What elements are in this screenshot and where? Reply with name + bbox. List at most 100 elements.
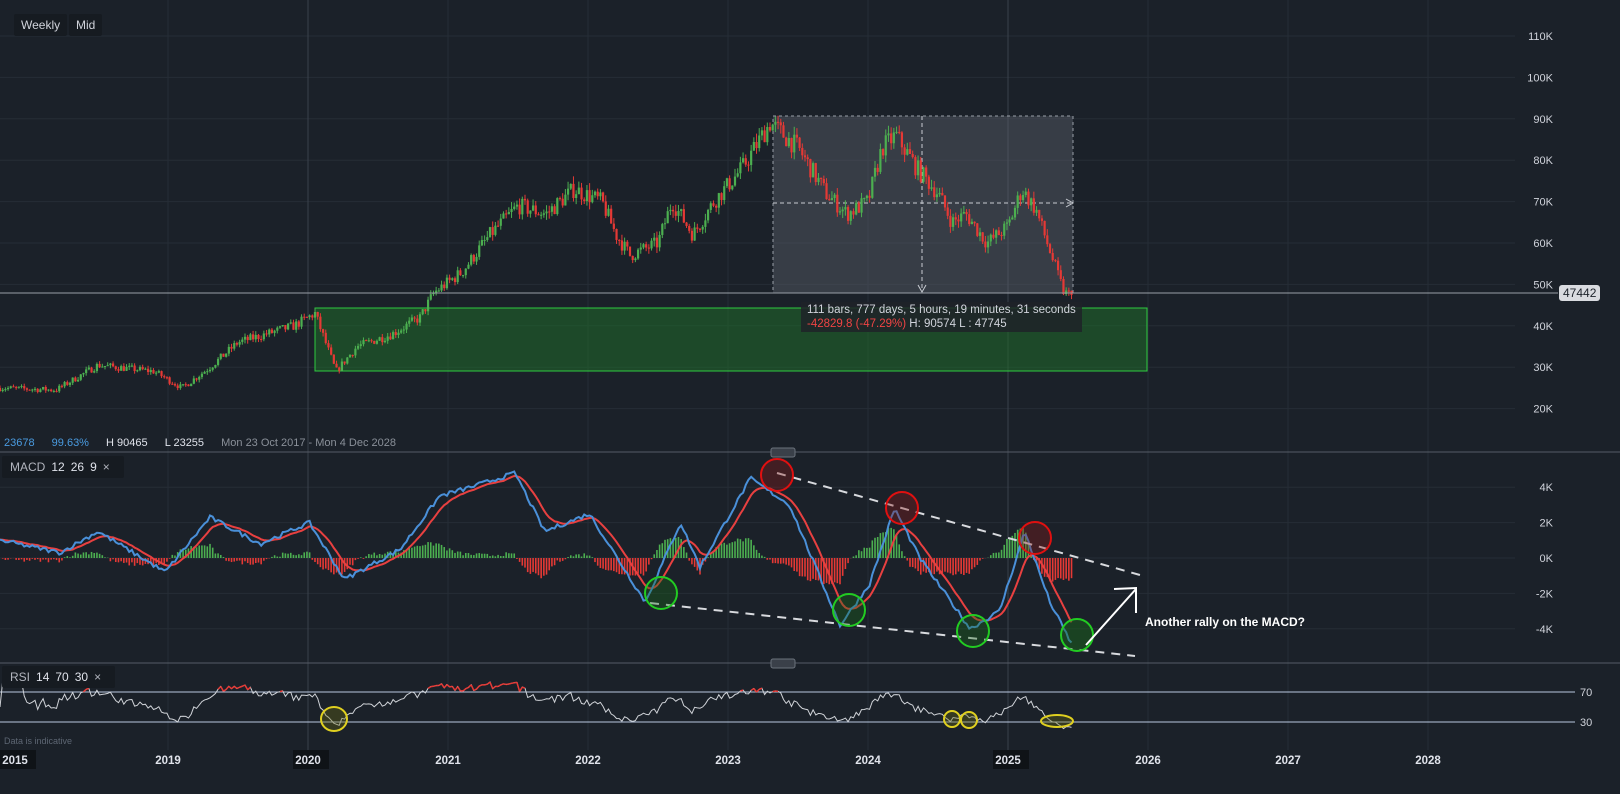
interval-button[interactable]: Weekly — [14, 14, 68, 36]
pane-resize-handle[interactable] — [770, 447, 796, 458]
candle-body — [87, 367, 90, 370]
candle-body — [898, 131, 901, 133]
candle-body — [906, 149, 909, 155]
candle-body — [335, 363, 338, 368]
rsi-overbought-segment — [438, 683, 442, 687]
close-icon[interactable]: × — [102, 460, 110, 474]
candle-body — [222, 353, 225, 357]
candle-body — [846, 207, 850, 221]
candle-body — [265, 333, 268, 335]
candle-body — [120, 366, 123, 371]
disclaimer: Data is indicative — [4, 736, 73, 746]
candle-body — [445, 277, 449, 289]
trough-circle — [956, 614, 990, 648]
candle-body — [356, 346, 360, 349]
candle-body — [1067, 290, 1070, 292]
candle-body — [278, 326, 282, 328]
candle-body — [480, 240, 484, 246]
candle-body — [768, 127, 772, 131]
candle-body — [968, 214, 971, 225]
rsi-overbought-segment — [478, 684, 483, 687]
candle-body — [951, 217, 955, 227]
candle-body — [235, 343, 239, 345]
candle-body — [249, 334, 252, 341]
price-tick-label: 80K — [1533, 155, 1553, 167]
candle-body — [1046, 235, 1049, 245]
rsi-legend[interactable]: RSI 14 70 30 × — [2, 666, 116, 688]
candle-body — [860, 198, 863, 213]
rsi-overbought-segment — [446, 684, 451, 688]
candle-body — [655, 237, 659, 248]
candle-body — [1, 389, 4, 392]
candle-body — [149, 370, 152, 373]
candle-body — [612, 223, 615, 229]
candle-body — [268, 329, 271, 335]
candle-body — [585, 190, 589, 202]
rsi-overbought-segment — [231, 685, 235, 690]
candle-body — [580, 187, 583, 200]
candle-body — [631, 255, 634, 261]
candle-body — [523, 198, 527, 201]
trough-circle — [1060, 618, 1094, 652]
candle-body — [319, 316, 322, 330]
candle-body — [203, 371, 206, 374]
candle-body — [424, 309, 427, 312]
candle-body — [486, 237, 489, 241]
candle-body — [908, 149, 912, 155]
pane-resize-handle[interactable] — [770, 658, 796, 669]
close-icon[interactable]: × — [94, 670, 102, 684]
candle-body — [4, 389, 7, 391]
rsi-pane: 70 30 — [0, 680, 1592, 730]
candle-body — [558, 198, 562, 200]
rsi-overbought-segment — [508, 682, 512, 685]
candle-body — [348, 354, 352, 358]
candle-body — [620, 240, 624, 251]
candle-body — [680, 209, 683, 211]
candle-body — [44, 386, 47, 391]
candle-body — [828, 199, 831, 201]
candle-body — [432, 292, 435, 295]
candle-body — [20, 386, 23, 388]
rsi-overbought-segment — [85, 687, 90, 691]
candle-body — [709, 203, 712, 210]
rsi-length: 14 — [36, 670, 50, 684]
candle-body — [461, 275, 465, 277]
rsi-overbought-segment — [465, 686, 469, 690]
candle-body — [109, 363, 112, 366]
price-type-button[interactable]: Mid — [69, 14, 103, 36]
candle-body — [884, 135, 887, 156]
candle-body — [418, 314, 422, 323]
candle-body — [838, 211, 842, 213]
candle-body — [537, 214, 540, 216]
candle-body — [782, 125, 785, 138]
candle-body — [467, 264, 470, 269]
macd-legend[interactable]: MACD 12 26 9 × — [2, 456, 124, 478]
candle-body — [0, 387, 2, 392]
time-tick-label: 2020 — [295, 755, 321, 767]
candle-body — [52, 390, 55, 392]
candle-body — [453, 278, 457, 283]
candle-body — [39, 389, 42, 392]
candle-body — [141, 366, 144, 370]
candle-body — [448, 277, 451, 280]
candle-body — [122, 366, 125, 371]
time-tick-highlight — [293, 750, 329, 769]
rsi-overbought-segment — [279, 690, 283, 693]
rsi-overbought-segment — [457, 686, 462, 692]
time-tick-label: 2026 — [1135, 755, 1161, 767]
candle-body — [841, 209, 844, 212]
rsi-line — [0, 680, 1072, 730]
candle-body — [849, 211, 852, 221]
rsi-legend-name: RSI — [10, 670, 31, 684]
candle-body — [208, 369, 212, 372]
candle-body — [464, 268, 467, 276]
info-change: 99.63% — [51, 437, 89, 449]
macd-signal: 9 — [90, 460, 97, 474]
candle-body — [381, 337, 384, 343]
candle-body — [1013, 207, 1017, 218]
candle-body — [343, 361, 346, 364]
candle-body — [731, 185, 734, 190]
candle-body — [365, 340, 368, 342]
candle-body — [833, 194, 836, 199]
